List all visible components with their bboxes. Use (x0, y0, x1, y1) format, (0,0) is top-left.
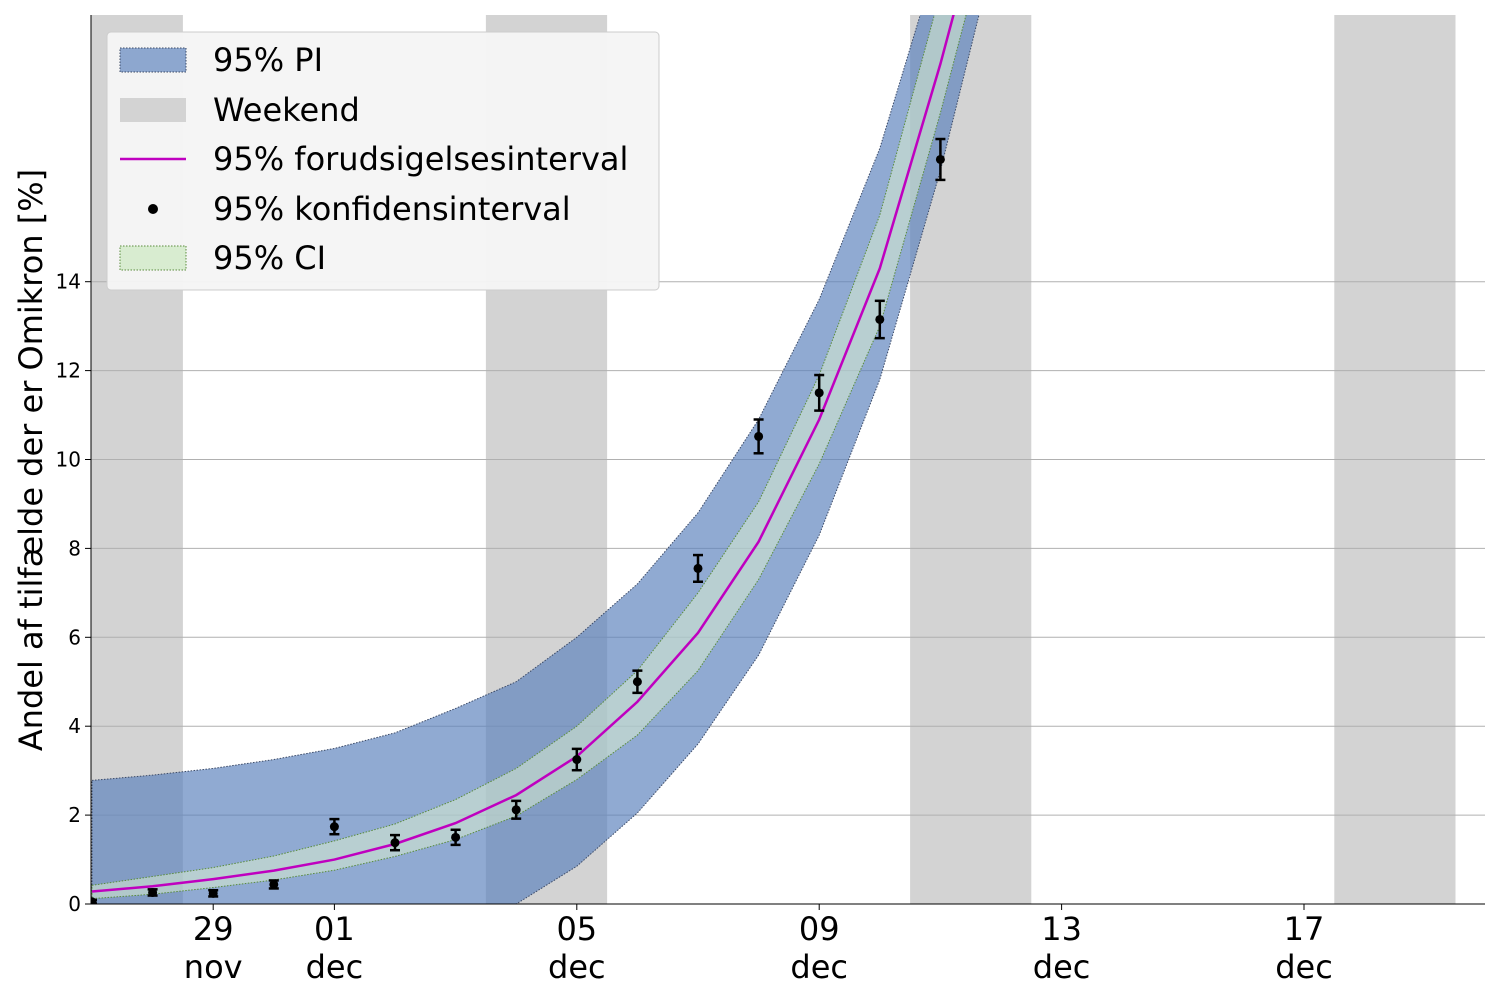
legend-label: 95% CI (213, 239, 326, 277)
y-tick-label: 10 (56, 448, 81, 472)
observation-point-8 (571, 747, 582, 772)
x-tick-label-day: 09 (799, 910, 840, 948)
data-point (935, 154, 945, 164)
data-point (511, 805, 521, 815)
x-tick-label-day: 05 (556, 910, 597, 948)
observation-point-3 (268, 879, 279, 890)
legend: 95% PI Weekend 95% forudsigelsesinterval 95… (106, 31, 660, 291)
legend-swatch-ci (119, 245, 187, 271)
legend-label: Weekend (213, 91, 360, 129)
legend-swatch-dot (148, 204, 158, 214)
forecast-line (91, 15, 955, 893)
y-tick-label: 0 (68, 892, 81, 916)
x-tick-label-day: 29 (193, 910, 234, 948)
data-point (208, 888, 218, 898)
legend-swatch-pi (119, 47, 187, 73)
x-tick-label-month: dec (790, 948, 848, 986)
x-tick-label-month: dec (548, 948, 606, 986)
y-tick-label: 2 (68, 803, 81, 827)
data-point (451, 832, 461, 842)
y-tick-label: 12 (56, 359, 81, 383)
ci-band (91, 15, 967, 900)
observation-point-9 (632, 669, 643, 695)
x-tick-label-month: dec (306, 948, 364, 986)
data-point (754, 431, 764, 441)
observation-point-10 (693, 553, 703, 583)
x-tick-label-month: nov (184, 948, 243, 986)
legend-label: 95% forudsigelsesinterval (213, 140, 628, 178)
x-tick-label-day: 01 (314, 910, 355, 948)
data-point (632, 677, 642, 687)
observation-point-5 (390, 833, 400, 852)
legend-swatch-weekend (120, 98, 186, 122)
data-point (814, 388, 824, 398)
observation-point-7 (511, 799, 522, 820)
data-point (572, 755, 582, 765)
x-tick-label-month: dec (1033, 948, 1091, 986)
legend-label: 95% PI (213, 41, 323, 79)
y-axis-label: Andel af tilfælde der er Omikron [%] (12, 169, 50, 751)
data-point (390, 838, 400, 848)
data-point (875, 314, 885, 324)
y-tick-label: 4 (68, 714, 81, 738)
y-tick-label: 8 (68, 536, 81, 560)
observation-point-11 (753, 418, 764, 455)
observation-point-12 (814, 373, 825, 412)
observation-point-14 (935, 137, 946, 182)
observation-point-2 (208, 888, 219, 898)
observation-point-1 (147, 887, 158, 897)
y-tick-label: 14 (56, 270, 81, 294)
y-tick-label: 6 (68, 625, 81, 649)
observation-point-13 (874, 299, 885, 340)
x-tick-label-day: 13 (1041, 910, 1082, 948)
data-point (91, 897, 97, 904)
legend-label: 95% konfidensinterval (213, 190, 571, 228)
observation-point-4 (329, 817, 340, 836)
legend-box (106, 31, 660, 291)
x-tick-label-day: 17 (1284, 910, 1325, 948)
observation-point-6 (450, 828, 461, 847)
x-tick-label-month: dec (1275, 948, 1333, 986)
data-point (269, 879, 279, 889)
data-point (693, 563, 703, 573)
data-point (148, 887, 158, 897)
data-point (329, 822, 339, 832)
